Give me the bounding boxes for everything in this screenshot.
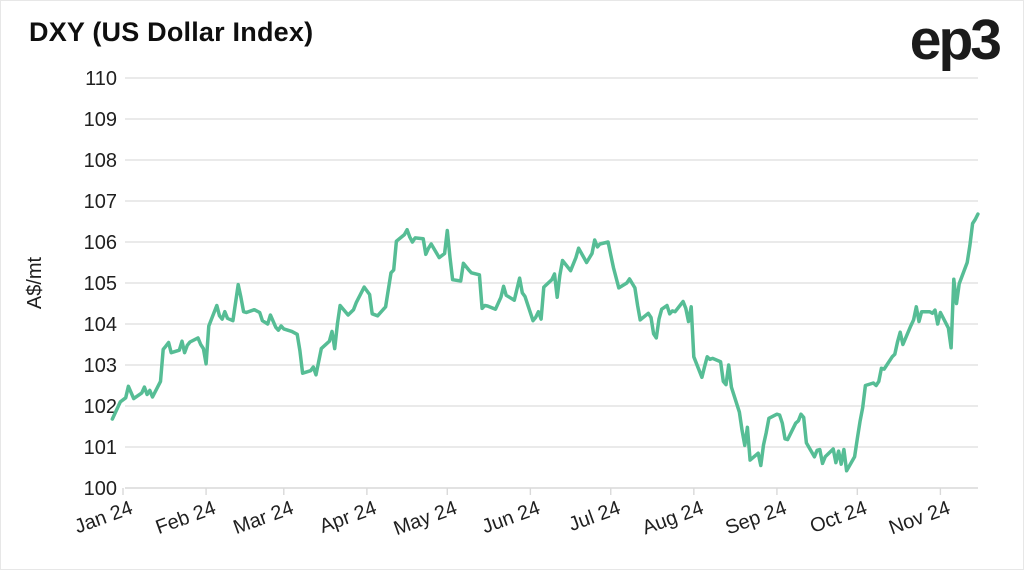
x-tick-label: Jul 24 bbox=[566, 497, 624, 536]
x-tick-label: Sep 24 bbox=[723, 497, 790, 539]
y-tick-label: 110 bbox=[85, 68, 117, 90]
x-tick-label: Nov 24 bbox=[886, 497, 953, 539]
y-tick-label: 103 bbox=[84, 355, 117, 377]
dxy-line bbox=[110, 212, 980, 473]
x-tick-label: Feb 24 bbox=[153, 497, 219, 539]
y-axis-title: A$/mt bbox=[24, 256, 46, 309]
y-tick-label: 108 bbox=[84, 150, 117, 172]
y-tick-label: 107 bbox=[84, 191, 117, 213]
x-tick-label: Aug 24 bbox=[639, 497, 706, 539]
y-tick-label: 100 bbox=[84, 478, 117, 500]
y-tick-label: 109 bbox=[84, 109, 117, 131]
x-tick-label: May 24 bbox=[391, 497, 460, 540]
y-tick-label: 101 bbox=[84, 437, 117, 459]
y-tick-label: 104 bbox=[84, 314, 117, 336]
x-tick-label: Apr 24 bbox=[317, 497, 380, 538]
x-tick-label: Jun 24 bbox=[479, 497, 543, 538]
y-tick-label: 102 bbox=[84, 396, 117, 418]
x-tick-label: Jan 24 bbox=[72, 497, 136, 538]
x-tick-label: Oct 24 bbox=[807, 497, 870, 538]
ep3-logo: ep3 bbox=[909, 8, 1002, 72]
y-tick-label: 105 bbox=[84, 273, 117, 295]
page-title: DXY (US Dollar Index) bbox=[29, 17, 314, 47]
y-tick-label: 106 bbox=[84, 232, 117, 254]
x-tick-label: Mar 24 bbox=[230, 497, 296, 539]
